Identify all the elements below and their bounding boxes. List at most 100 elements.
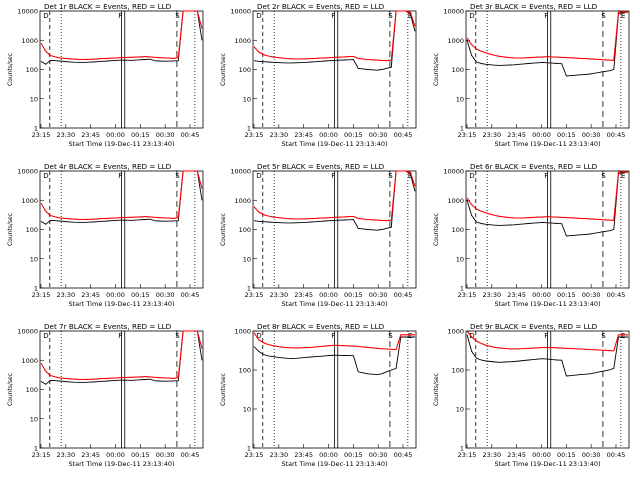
x-axis-label: Start Time (19-Dec-11 23:13:40) xyxy=(281,460,387,468)
x-tick-label: 00:15 xyxy=(344,131,363,139)
y-tick-label: 10 xyxy=(243,255,251,263)
x-tick-label: 00:30 xyxy=(582,451,601,459)
chart-svg-3: Det 3r BLACK = Events, RED = LLD 1 10 100 10… xyxy=(433,2,630,148)
x-tick-label: 23:45 xyxy=(507,451,526,459)
x-tick-label: 00:45 xyxy=(394,451,413,459)
x-tick-label: 23:45 xyxy=(81,291,100,299)
series-line-lld xyxy=(253,10,416,62)
chart-title: Det 4r BLACK = Events, RED = LLD xyxy=(44,162,172,171)
series-line-lld xyxy=(253,332,415,351)
chart-title: Det 2r BLACK = Events, RED = LLD xyxy=(257,2,385,11)
x-tick-label: 00:30 xyxy=(369,291,388,299)
x-tick-label: 00:15 xyxy=(557,451,576,459)
x-tick-label: 00:00 xyxy=(532,451,551,459)
y-tick-label: 100 xyxy=(452,66,464,74)
x-tick-label: 00:00 xyxy=(532,291,551,299)
x-tick-label: 23:45 xyxy=(294,451,313,459)
y-axis-label: Counts/sec xyxy=(220,53,227,86)
x-tick-label: 23:15 xyxy=(245,131,264,139)
flag-label: D xyxy=(43,172,48,180)
series-line-events xyxy=(253,170,416,231)
x-tick-label: 23:30 xyxy=(482,291,501,299)
x-tick-label: 23:30 xyxy=(56,451,75,459)
flag-label: F xyxy=(544,172,548,180)
x-tick-label: 23:30 xyxy=(56,131,75,139)
flag-label: E xyxy=(408,172,412,180)
chart-panel-9: Det 9r BLACK = Events, RED = LLD 1 10 100 10… xyxy=(426,320,639,480)
y-tick-label: 10000 xyxy=(230,8,251,16)
chart-title: Det 6r BLACK = Events, RED = LLD xyxy=(470,162,598,171)
series-line-events xyxy=(466,11,628,77)
y-tick-label: 1000 xyxy=(21,197,38,205)
x-tick-label: 23:30 xyxy=(482,451,501,459)
x-tick-label: 23:30 xyxy=(269,451,288,459)
x-tick-label: 00:45 xyxy=(607,291,626,299)
chart-panel-1: Det 1r BLACK = Events, RED = LLD 1 10 100 10… xyxy=(0,0,213,160)
y-tick-label: 1000 xyxy=(234,197,251,205)
y-tick-label: 100 xyxy=(239,226,251,234)
flag-label: F xyxy=(118,12,122,20)
x-tick-label: 00:15 xyxy=(131,451,150,459)
x-tick-label: 00:45 xyxy=(394,131,413,139)
flag-label: D xyxy=(43,12,48,20)
chart-title: Det 5r BLACK = Events, RED = LLD xyxy=(257,162,385,171)
x-tick-label: 23:45 xyxy=(507,131,526,139)
flag-label: D xyxy=(469,332,474,340)
y-tick-label: 1000 xyxy=(447,37,464,45)
flag-label: S xyxy=(601,332,606,340)
y-tick-label: 10000 xyxy=(17,328,38,336)
flag-label: D xyxy=(256,12,261,20)
chart-title: Det 7r BLACK = Events, RED = LLD xyxy=(44,322,172,331)
x-tick-label: 00:15 xyxy=(131,291,150,299)
x-tick-label: 23:30 xyxy=(482,131,501,139)
y-tick-label: 100 xyxy=(452,367,464,375)
flag-label: E xyxy=(621,172,625,180)
x-tick-label: 23:45 xyxy=(81,131,100,139)
y-tick-label: 10000 xyxy=(17,168,38,176)
x-tick-label: 23:45 xyxy=(507,291,526,299)
y-axis-label: Counts/sec xyxy=(433,53,440,86)
series-line-lld xyxy=(466,171,628,221)
x-tick-label: 00:00 xyxy=(106,451,125,459)
x-tick-label: 00:15 xyxy=(557,291,576,299)
y-axis-label: Counts/sec xyxy=(7,53,14,86)
y-tick-label: 10000 xyxy=(443,8,464,16)
y-tick-label: 100 xyxy=(452,226,464,234)
x-tick-label: 00:30 xyxy=(156,131,175,139)
y-tick-label: 10 xyxy=(456,255,464,263)
series-line-events xyxy=(253,10,416,71)
flag-label: S xyxy=(388,172,393,180)
x-tick-label: 00:15 xyxy=(344,451,363,459)
chart-svg-2: Det 2r BLACK = Events, RED = LLD 1 10 100 10… xyxy=(220,2,417,148)
chart-title: Det 3r BLACK = Events, RED = LLD xyxy=(470,2,598,11)
x-tick-label: 23:15 xyxy=(458,291,477,299)
chart-svg-6: Det 6r BLACK = Events, RED = LLD 1 10 100 10… xyxy=(433,162,630,308)
y-tick-label: 10 xyxy=(243,406,251,414)
series-line-events xyxy=(40,330,203,385)
chart-svg-8: Det 8r BLACK = Events, RED = LLD 1 10 100 10… xyxy=(220,322,417,468)
flag-label: S xyxy=(388,12,393,20)
chart-panel-5: Det 5r BLACK = Events, RED = LLD 1 10 100 10… xyxy=(213,160,426,320)
chart-panel-7: Det 7r BLACK = Events, RED = LLD 1 10 100 10… xyxy=(0,320,213,480)
y-tick-label: 1 xyxy=(34,125,38,133)
x-tick-label: 00:45 xyxy=(394,291,413,299)
y-tick-label: 1000 xyxy=(21,357,38,365)
flag-label: S xyxy=(601,172,606,180)
x-tick-label: 23:30 xyxy=(269,291,288,299)
x-tick-label: 23:15 xyxy=(458,131,477,139)
flag-label: F xyxy=(544,12,548,20)
y-tick-label: 10000 xyxy=(17,8,38,16)
y-tick-label: 10000 xyxy=(443,168,464,176)
y-tick-label: 100 xyxy=(239,66,251,74)
x-tick-label: 00:30 xyxy=(582,131,601,139)
x-tick-label: 23:15 xyxy=(32,131,51,139)
series-line-events xyxy=(40,170,203,225)
chart-panel-8: Det 8r BLACK = Events, RED = LLD 1 10 100 10… xyxy=(213,320,426,480)
y-tick-label: 10 xyxy=(30,255,38,263)
x-tick-label: 00:00 xyxy=(319,451,338,459)
x-tick-label: 23:15 xyxy=(32,451,51,459)
flag-label: S xyxy=(175,12,180,20)
flag-label: E xyxy=(621,12,625,20)
series-line-lld xyxy=(40,10,203,61)
